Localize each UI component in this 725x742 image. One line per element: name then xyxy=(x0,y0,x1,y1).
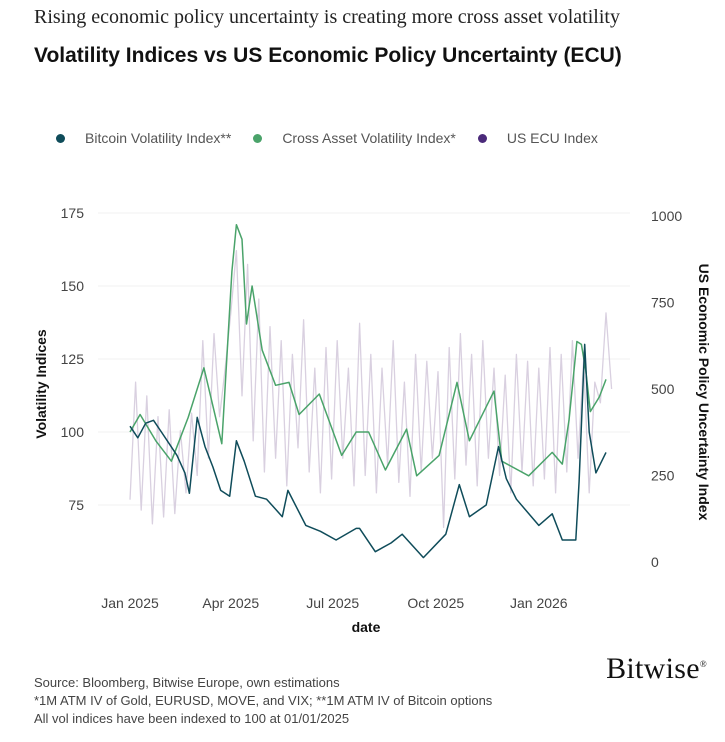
x-tick-label: Apr 2025 xyxy=(202,595,259,611)
source-note: Source: Bloomberg, Bitwise Europe, own e… xyxy=(34,675,340,690)
legend-item-bitcoin[interactable]: Bitcoin Volatility Index** xyxy=(56,130,231,146)
legend-item-cross-asset[interactable]: Cross Asset Volatility Index* xyxy=(253,130,456,146)
y2-tick-label: 500 xyxy=(651,381,675,397)
y-tick-label: 150 xyxy=(61,278,85,294)
legend-label: Cross Asset Volatility Index* xyxy=(282,130,456,146)
y2-tick-label: 0 xyxy=(651,554,659,570)
y-tick-label: 75 xyxy=(68,497,84,513)
series-line-bitcoin-vol xyxy=(129,343,607,559)
legend-label: Bitcoin Volatility Index** xyxy=(85,130,232,146)
y-tick-label: 100 xyxy=(61,424,85,440)
definition-note: *1M ATM IV of Gold, EURUSD, MOVE, and VI… xyxy=(34,693,493,708)
index-note: All vol indices have been indexed to 100… xyxy=(34,711,350,726)
x-tick-label: Jul 2025 xyxy=(306,595,359,611)
series-line-us-ecu xyxy=(129,249,613,529)
x-tick-label: Jan 2025 xyxy=(101,595,159,611)
legend-label: US ECU Index xyxy=(506,130,598,146)
chart-title: Volatility Indices vs US Economic Policy… xyxy=(34,44,622,67)
x-tick-label: Oct 2025 xyxy=(407,595,464,611)
y-axis-label: Volatility Indices xyxy=(33,329,49,439)
legend-dot-bitcoin xyxy=(56,133,65,143)
y2-tick-label: 250 xyxy=(651,468,675,484)
legend-dot-cross-asset xyxy=(253,133,263,143)
series-line-cross-asset-vol xyxy=(129,223,607,477)
y-tick-label: 125 xyxy=(61,351,85,367)
legend: Bitcoin Volatility Index** Cross Asset V… xyxy=(56,130,620,146)
legend-item-ecu[interactable]: US ECU Index xyxy=(477,130,598,146)
x-tick-label: Jan 2026 xyxy=(510,595,568,611)
y2-tick-label: 750 xyxy=(651,295,675,311)
bitwise-logo: Bitwise® xyxy=(606,652,707,685)
y2-axis-label: US Economic Policy Uncertainty Index xyxy=(696,264,712,521)
x-axis-label: date xyxy=(352,619,381,635)
footer-notes: Source: Bloomberg, Bitwise Europe, own e… xyxy=(34,674,492,728)
chart-subtitle: Rising economic policy uncertainty is cr… xyxy=(34,6,620,28)
y-tick-label: 175 xyxy=(61,205,85,221)
legend-dot-ecu xyxy=(477,133,487,143)
y2-tick-label: 1000 xyxy=(651,208,682,224)
